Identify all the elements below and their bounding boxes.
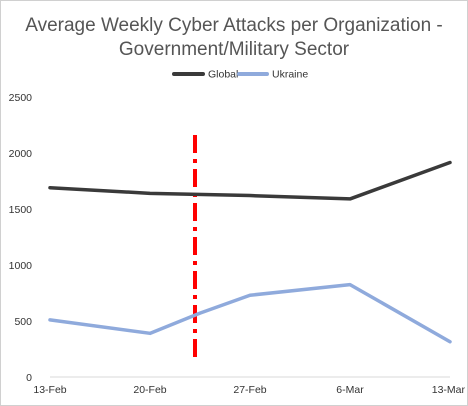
data-point-global <box>248 194 252 197</box>
y-tick-label: 0 <box>26 372 32 384</box>
data-point-global <box>448 161 452 164</box>
x-tick-label: 6-Mar <box>336 384 364 396</box>
series-line-global <box>48 160 452 201</box>
y-tick-label: 2500 <box>9 92 33 104</box>
x-tick-label: 20-Feb <box>133 384 166 396</box>
x-tick-label: 27-Feb <box>233 384 266 396</box>
data-point-ukraine <box>248 294 252 297</box>
data-point-ukraine <box>448 340 452 343</box>
legend-label-global: Global <box>208 69 238 81</box>
y-tick-label: 1500 <box>9 204 33 216</box>
y-tick-label: 2000 <box>9 148 33 160</box>
data-point-global <box>48 186 52 189</box>
x-tick-label: 13-Feb <box>33 384 66 396</box>
y-tick-label: 1000 <box>9 260 33 272</box>
data-point-ukraine <box>348 283 352 286</box>
chart-title-line-1: Average Weekly Cyber Attacks per Organiz… <box>25 15 443 36</box>
data-point-global <box>348 197 352 201</box>
legend: Global Ukraine <box>172 69 308 81</box>
legend-label-ukraine: Ukraine <box>272 69 308 81</box>
x-axis-ticks: 13-Feb 20-Feb 27-Feb 6-Mar 13-Mar <box>33 384 465 396</box>
data-point-ukraine <box>198 311 202 315</box>
y-axis-ticks: 0 500 1000 1500 2000 2500 <box>9 92 33 384</box>
chart-title-line-2: Government/Military Sector <box>119 39 350 60</box>
data-point-ukraine <box>48 318 52 322</box>
y-tick-label: 500 <box>14 316 32 328</box>
data-point-ukraine <box>148 332 152 335</box>
data-point-global <box>148 192 152 195</box>
plot-layer <box>48 135 452 378</box>
series-line-ukraine <box>48 282 452 344</box>
x-tick-label: 13-Mar <box>432 384 466 396</box>
